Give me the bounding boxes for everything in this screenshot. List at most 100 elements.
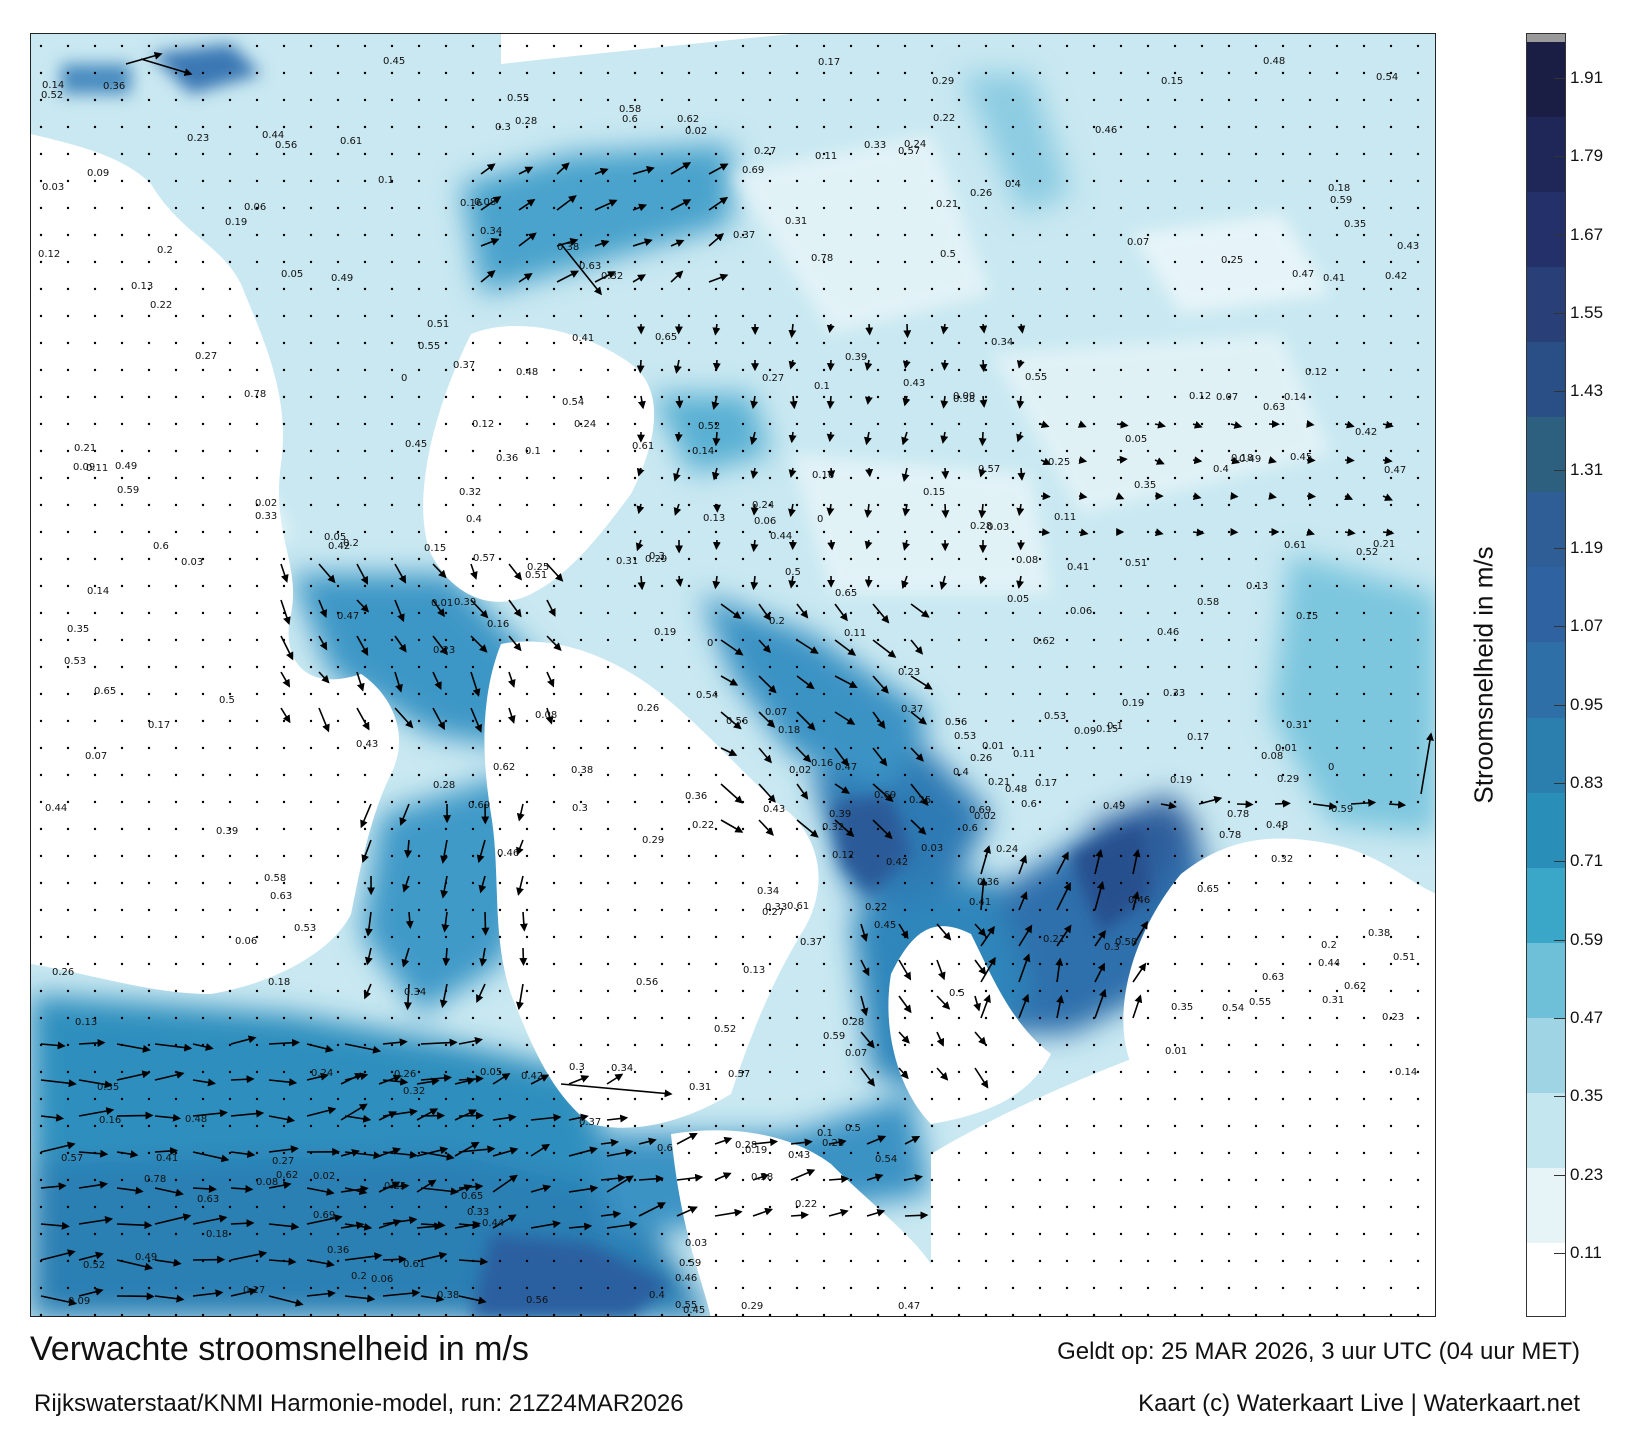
grid-dot xyxy=(1227,1151,1231,1155)
grid-dot xyxy=(1200,962,1204,966)
speed-label: 0.18 xyxy=(206,1229,228,1240)
grid-dot xyxy=(255,71,259,75)
grid-dot xyxy=(390,449,394,453)
grid-dot xyxy=(444,233,448,237)
current-arrow xyxy=(378,1147,402,1157)
current-arrow xyxy=(440,875,449,899)
grid-dot xyxy=(849,503,853,507)
colorbar-tick-mark xyxy=(1554,156,1566,158)
grid-dot xyxy=(768,773,772,777)
grid-dot xyxy=(1146,1259,1150,1263)
grid-dot xyxy=(147,800,151,804)
current-arrow xyxy=(758,783,776,803)
speed-label: 0.1 xyxy=(817,1128,833,1139)
speed-label: 0.69 xyxy=(969,805,991,816)
grid-dot xyxy=(1038,98,1042,102)
speed-label: 0.16 xyxy=(460,198,482,209)
grid-dot xyxy=(1416,368,1420,372)
grid-dot xyxy=(390,611,394,615)
grid-dot xyxy=(417,152,421,156)
grid-dot xyxy=(606,773,610,777)
grid-dot xyxy=(93,530,97,534)
grid-dot xyxy=(1308,179,1312,183)
grid-dot xyxy=(795,1043,799,1047)
grid-dot xyxy=(93,1043,97,1047)
grid-dot xyxy=(1065,314,1069,318)
grid-dot xyxy=(903,530,907,534)
grid-dot xyxy=(714,1205,718,1209)
grid-dot xyxy=(228,1259,232,1263)
grid-dot xyxy=(1065,638,1069,642)
grid-dot xyxy=(687,746,691,750)
grid-dot xyxy=(390,1205,394,1209)
current-arrow xyxy=(306,1072,329,1081)
grid-dot xyxy=(984,1178,988,1182)
current-arrow xyxy=(154,1258,182,1267)
grid-dot xyxy=(201,179,205,183)
grid-dot xyxy=(768,395,772,399)
grid-dot xyxy=(1362,1205,1366,1209)
grid-dot xyxy=(120,611,124,615)
grid-dot xyxy=(1146,1097,1150,1101)
grid-dot xyxy=(849,476,853,480)
grid-dot xyxy=(1362,341,1366,345)
current-arrow xyxy=(154,1187,184,1197)
grid-dot xyxy=(1065,1070,1069,1074)
grid-dot xyxy=(228,449,232,453)
grid-dot xyxy=(741,395,745,399)
grid-dot xyxy=(201,881,205,885)
speed-label: 0.16 xyxy=(487,619,509,630)
grid-dot xyxy=(741,1232,745,1236)
grid-dot xyxy=(1038,962,1042,966)
grid-dot xyxy=(795,341,799,345)
colorbar-tick-mark xyxy=(1554,1253,1566,1254)
grid-dot xyxy=(876,179,880,183)
grid-dot xyxy=(768,368,772,372)
current-arrow xyxy=(872,603,890,624)
grid-dot xyxy=(768,1151,772,1155)
current-arrow xyxy=(116,1043,151,1053)
grid-dot xyxy=(66,1259,70,1263)
speed-label: 0.41 xyxy=(1067,562,1089,573)
grid-dot xyxy=(714,287,718,291)
current-arrow xyxy=(154,1113,181,1122)
current-arrow xyxy=(901,575,909,590)
grid-dot xyxy=(1011,476,1015,480)
grid-dot xyxy=(1362,854,1366,858)
grid-dot xyxy=(93,1178,97,1182)
grid-dot xyxy=(1227,368,1231,372)
grid-dot xyxy=(498,665,502,669)
grid-dot xyxy=(903,1124,907,1128)
grid-dot xyxy=(876,989,880,993)
grid-dot xyxy=(120,665,124,669)
current-arrow xyxy=(378,1181,401,1193)
grid-dot xyxy=(1092,1178,1096,1182)
grid-dot xyxy=(417,638,421,642)
current-arrow xyxy=(399,803,410,826)
grid-dot xyxy=(849,395,853,399)
grid-dot xyxy=(201,1097,205,1101)
grid-dot xyxy=(39,179,43,183)
grid-dot xyxy=(768,287,772,291)
current-arrow xyxy=(1192,528,1205,537)
speed-label: 0.6 xyxy=(153,541,169,552)
grid-dot xyxy=(633,152,637,156)
grid-dot xyxy=(1281,71,1285,75)
grid-dot xyxy=(120,179,124,183)
grid-dot xyxy=(903,152,907,156)
grid-dot xyxy=(849,206,853,210)
current-arrow xyxy=(518,273,533,283)
grid-dot xyxy=(1362,125,1366,129)
grid-dot xyxy=(1119,638,1123,642)
grid-dot xyxy=(1173,422,1177,426)
grid-dot xyxy=(957,206,961,210)
grid-dot xyxy=(525,1313,529,1316)
current-speed-map[interactable]: 0.15 0.14 0.13 0.12 0.21 0.11 0.1 0.09 0.08 0.07 0… xyxy=(30,33,1436,1317)
grid-dot xyxy=(984,206,988,210)
speed-label: 0.63 xyxy=(1262,972,1284,983)
current-arrow xyxy=(606,1114,629,1123)
grid-dot xyxy=(417,1286,421,1290)
grid-dot xyxy=(1416,1259,1420,1263)
grid-dot xyxy=(1389,1124,1393,1128)
grid-dot xyxy=(1281,179,1285,183)
